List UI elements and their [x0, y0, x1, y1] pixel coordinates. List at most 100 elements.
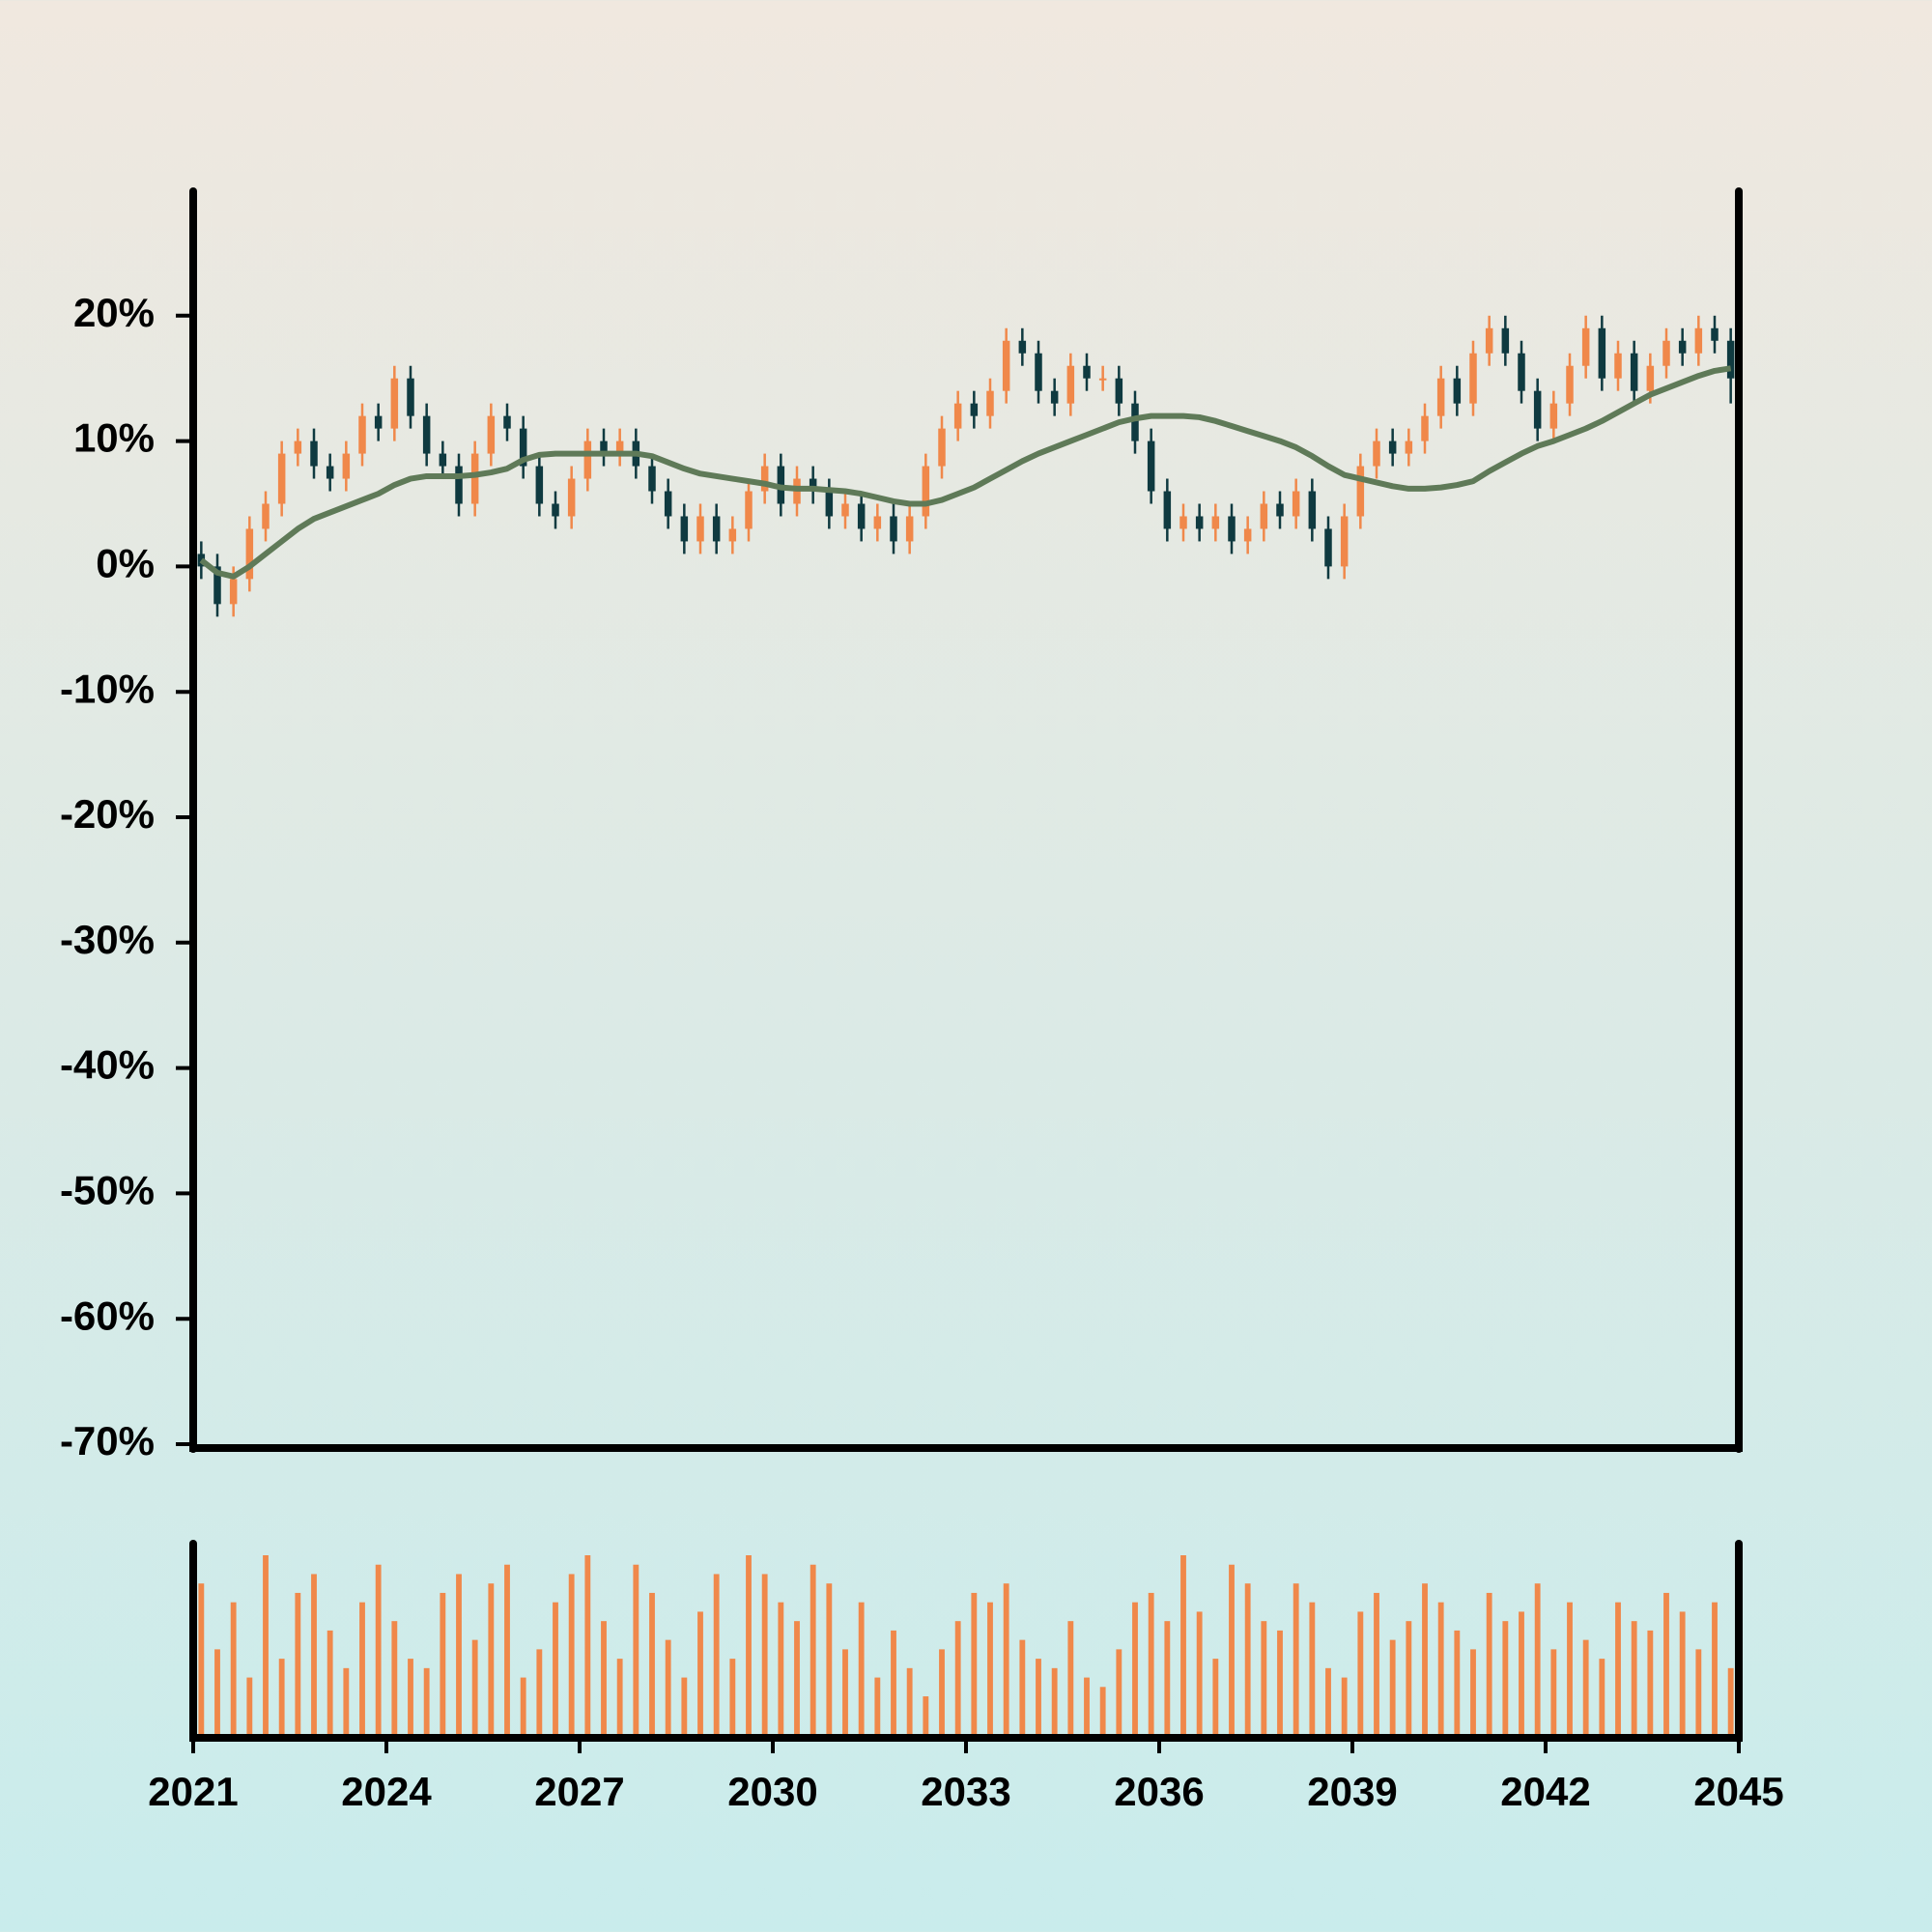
- volume-bar: [1003, 1583, 1009, 1734]
- candle-body: [745, 491, 753, 529]
- candle-body: [1436, 378, 1445, 416]
- candle-body: [809, 478, 817, 492]
- volume-bar: [891, 1630, 896, 1734]
- candle-body: [615, 440, 624, 454]
- candle-body: [1340, 516, 1349, 567]
- candle-body: [1469, 353, 1477, 404]
- candle-body: [680, 516, 689, 542]
- candle-body: [1630, 353, 1638, 391]
- volume-bar: [488, 1583, 495, 1734]
- volume-bar: [601, 1621, 607, 1734]
- volume-bar: [1727, 1667, 1734, 1734]
- volume-bar: [1357, 1611, 1364, 1734]
- candle-body: [1614, 353, 1622, 379]
- y-tick-label: 0%: [96, 540, 155, 585]
- volume-bar: [391, 1621, 398, 1734]
- volume-bar: [1164, 1621, 1171, 1734]
- candle-body: [1662, 340, 1670, 366]
- candle-body: [310, 440, 318, 467]
- volume-bar: [504, 1564, 510, 1734]
- volume-bar: [1196, 1611, 1203, 1734]
- volume-bar: [375, 1564, 382, 1734]
- candle-body: [1518, 353, 1525, 391]
- candle-body: [696, 516, 704, 542]
- candle-body: [552, 503, 559, 517]
- volume-bar: [810, 1564, 816, 1734]
- volume-bar: [1309, 1602, 1316, 1734]
- volume-bar: [230, 1602, 237, 1734]
- volume-bar: [536, 1649, 543, 1734]
- volume-bar: [471, 1639, 478, 1734]
- y-tick-label: -30%: [60, 917, 155, 962]
- candle-body: [503, 415, 511, 429]
- candle-body: [1292, 491, 1300, 517]
- volume-bar: [1470, 1649, 1476, 1734]
- candle-body: [455, 466, 463, 504]
- candle-body: [358, 415, 366, 454]
- candle-body: [664, 491, 672, 517]
- volume-bar: [456, 1574, 462, 1734]
- candle-body: [1195, 516, 1204, 529]
- candle-body: [1115, 378, 1123, 404]
- volume-bar: [1437, 1602, 1444, 1734]
- volume-bar: [923, 1696, 929, 1734]
- candle-body: [1388, 440, 1397, 454]
- y-tick-label: -20%: [60, 791, 155, 837]
- candle-body: [439, 453, 447, 467]
- volume-bar: [295, 1592, 301, 1734]
- candle-body: [519, 428, 527, 467]
- candle-body: [407, 378, 414, 416]
- candle-body: [1598, 327, 1606, 379]
- volume-bar: [1406, 1621, 1412, 1734]
- volume-bar: [327, 1630, 333, 1734]
- candle-body: [277, 453, 286, 504]
- candle-body: [1711, 327, 1719, 341]
- candle-body: [1533, 390, 1542, 429]
- x-tick-label: 2045: [1693, 1769, 1783, 1814]
- candle-body: [583, 440, 592, 479]
- volume-bar: [568, 1574, 575, 1734]
- candle-body: [245, 528, 254, 580]
- candle-body: [905, 516, 914, 542]
- candle-body: [728, 528, 737, 542]
- volume-bar: [1132, 1602, 1138, 1734]
- candle-body: [422, 415, 431, 454]
- candle-body: [1405, 440, 1413, 454]
- volume-bar: [1550, 1649, 1557, 1734]
- volume-bar: [359, 1602, 365, 1734]
- candle-body: [1356, 466, 1365, 517]
- candle-body: [1083, 365, 1091, 379]
- volume-bar: [1374, 1592, 1379, 1734]
- candle-body: [229, 579, 238, 605]
- volume-bar: [616, 1659, 623, 1734]
- volume-bar: [1454, 1630, 1461, 1734]
- x-tick-label: 2027: [534, 1769, 624, 1814]
- candle-body: [213, 566, 221, 605]
- x-tick-label: 2036: [1114, 1769, 1204, 1814]
- volume-bar: [1261, 1621, 1267, 1734]
- candle-body: [326, 466, 334, 479]
- candle-body: [1453, 378, 1462, 404]
- candle-body: [470, 453, 479, 504]
- volume-bar: [1341, 1677, 1348, 1734]
- volume-bar: [1148, 1592, 1154, 1734]
- candle-body: [857, 503, 866, 529]
- candle-body: [600, 440, 608, 454]
- volume-bar: [1116, 1649, 1122, 1734]
- volume-bar: [553, 1602, 558, 1734]
- volume-bar: [1534, 1583, 1541, 1734]
- volume-bar: [665, 1639, 671, 1734]
- candle-body: [1694, 327, 1703, 354]
- volume-bar: [746, 1555, 752, 1734]
- candle-body: [342, 453, 351, 479]
- candle-body: [487, 415, 496, 454]
- candle-body: [1098, 378, 1107, 381]
- candle-body: [1018, 340, 1027, 354]
- candle-body: [1147, 440, 1155, 492]
- volume-bar: [408, 1659, 413, 1734]
- volume-bar: [1631, 1621, 1637, 1734]
- candle-body: [294, 440, 302, 454]
- candle-body: [1131, 403, 1139, 441]
- volume-bar: [1663, 1592, 1669, 1734]
